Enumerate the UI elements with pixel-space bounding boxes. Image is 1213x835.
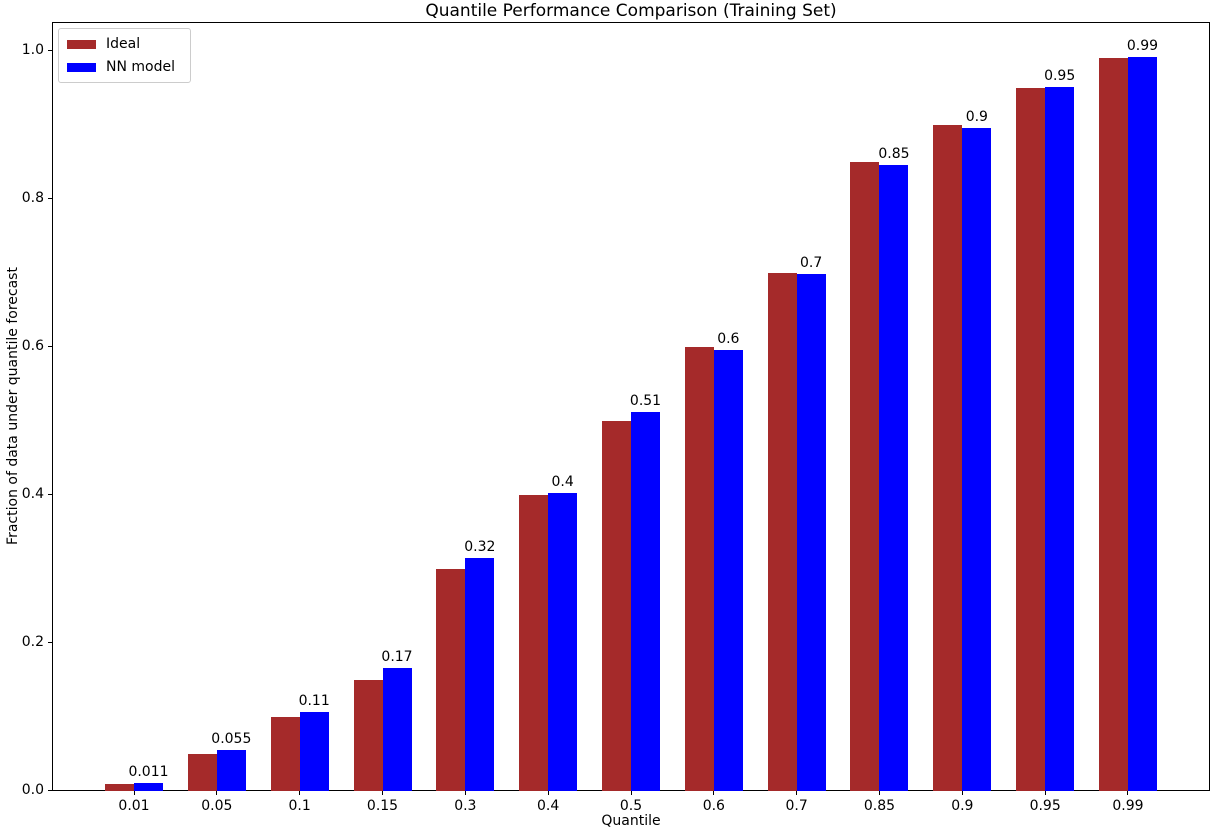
x-tick-label: 0.1 [288, 798, 311, 814]
bar-value-label: 0.6 [717, 331, 740, 347]
y-tick-label: 0.8 [21, 190, 44, 206]
bar-value-label: 0.4 [551, 474, 574, 490]
x-axis-label: Quantile [601, 813, 661, 829]
y-tick-mark [48, 50, 52, 51]
bar-ideal-0.95 [1016, 88, 1046, 791]
bar-nn-model-0.6 [713, 350, 743, 791]
bar-value-label: 0.95 [1044, 68, 1076, 84]
bar-nn-model-0.4 [548, 493, 578, 791]
bar-ideal-0.5 [602, 421, 631, 791]
bar-ideal-0.4 [519, 495, 549, 791]
x-tick-label: 0.5 [619, 798, 643, 814]
y-tick-mark [48, 790, 52, 791]
legend-item-nn-model: NN model [67, 59, 175, 75]
bar-value-label: 0.011 [128, 764, 169, 780]
bar-ideal-0.6 [684, 347, 714, 791]
bar-nn-model-0.7 [796, 274, 826, 791]
bar-ideal-0.3 [436, 569, 466, 791]
bar-nn-model-0.1 [299, 712, 329, 791]
x-tick-mark [216, 791, 218, 795]
chart-title: Quantile Performance Comparison (Trainin… [425, 1, 837, 21]
bar-ideal-0.1 [270, 717, 300, 791]
x-tick-mark [961, 791, 963, 795]
x-tick-mark [299, 791, 301, 795]
legend-swatch-nn-model [67, 62, 96, 72]
legend-item-ideal: Ideal [67, 36, 175, 52]
x-tick-mark [1127, 791, 1129, 795]
y-tick-label: 0.4 [21, 486, 44, 502]
bar-ideal-0.99 [1098, 58, 1128, 791]
x-tick-label: 0.3 [454, 798, 477, 814]
legend-swatch-ideal [67, 39, 96, 49]
y-tick-label: 0.2 [21, 634, 44, 650]
bar-nn-model-0.05 [216, 750, 246, 791]
x-tick-label: 0.01 [118, 798, 150, 814]
y-tick-label: 1.0 [21, 42, 44, 58]
bar-nn-model-0.3 [465, 558, 495, 791]
bar-ideal-0.05 [187, 754, 217, 791]
bar-nn-model-0.95 [1045, 87, 1075, 791]
bar-value-label: 0.9 [965, 109, 988, 125]
bar-value-label: 0.85 [878, 146, 910, 162]
x-tick-mark [878, 791, 880, 795]
bar-nn-model-0.01 [134, 783, 163, 791]
x-tick-label: 0.05 [201, 798, 233, 814]
y-tick-label: 0.6 [21, 338, 44, 354]
bar-value-label: 0.7 [800, 255, 823, 271]
bar-ideal-0.01 [105, 784, 134, 791]
x-tick-label: 0.6 [702, 798, 725, 814]
bar-value-label: 0.055 [211, 731, 252, 747]
bar-value-label: 0.17 [381, 649, 413, 665]
x-tick-label: 0.9 [951, 798, 974, 814]
y-tick-label: 0.0 [21, 782, 44, 798]
x-tick-label: 0.85 [863, 798, 896, 814]
x-tick-label: 0.15 [366, 798, 399, 814]
x-tick-label: 0.7 [785, 798, 808, 814]
y-tick-mark [48, 198, 52, 199]
bar-nn-model-0.99 [1127, 57, 1157, 791]
bar-nn-model-0.5 [631, 412, 660, 791]
x-tick-mark [796, 791, 798, 795]
x-tick-mark [382, 791, 383, 795]
bar-ideal-0.9 [933, 125, 963, 791]
bar-nn-model-0.15 [382, 668, 412, 791]
bar-ideal-0.85 [850, 162, 880, 791]
y-tick-mark [48, 346, 52, 347]
legend-label-ideal: Ideal [106, 36, 141, 52]
bar-value-label: 0.32 [464, 539, 496, 555]
y-tick-mark [48, 642, 52, 643]
x-tick-mark [133, 791, 135, 795]
x-tick-label: 0.99 [1112, 798, 1144, 814]
x-tick-mark [464, 791, 466, 795]
x-tick-mark [630, 791, 632, 795]
y-tick-mark [48, 494, 52, 495]
x-tick-label: 0.95 [1029, 798, 1061, 814]
x-tick-mark [713, 791, 715, 795]
bar-nn-model-0.85 [879, 165, 909, 791]
x-tick-label: 0.4 [537, 798, 560, 814]
x-tick-mark [547, 791, 549, 795]
y-axis-label: Fraction of data under quantile forecast [5, 267, 21, 545]
bar-nn-model-0.9 [962, 128, 992, 791]
bar-value-label: 0.51 [629, 393, 662, 409]
bar-ideal-0.15 [353, 680, 383, 791]
bar-value-label: 0.99 [1126, 38, 1159, 54]
bar-ideal-0.7 [767, 273, 797, 791]
bar-value-label: 0.11 [298, 693, 330, 709]
legend: Ideal NN model [58, 28, 191, 83]
legend-label-nn-model: NN model [106, 59, 175, 75]
x-tick-mark [1044, 791, 1046, 795]
